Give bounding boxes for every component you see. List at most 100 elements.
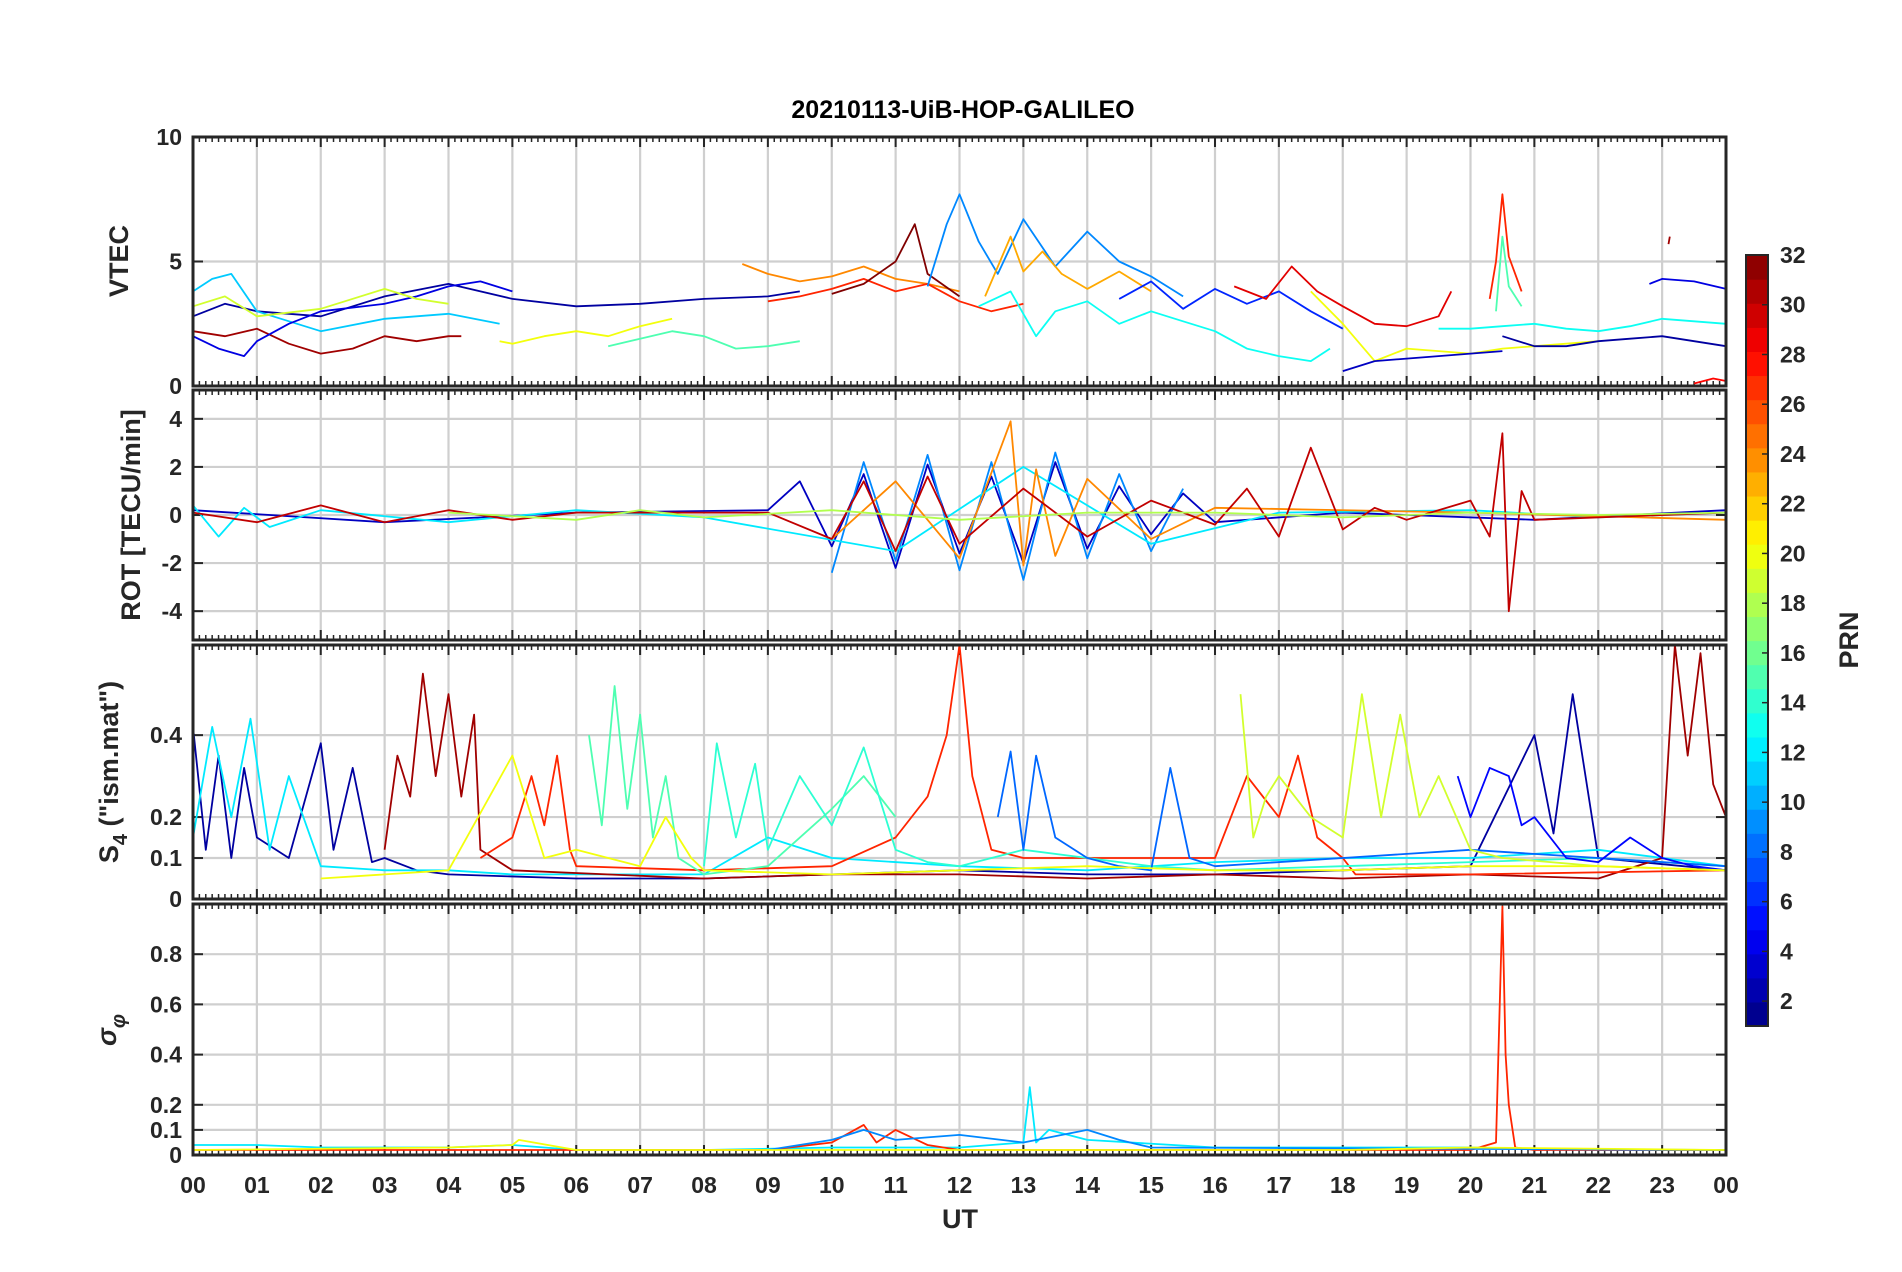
rot-series-prn-18 [448,509,1727,521]
x-tick-label: 07 [627,1172,653,1198]
s4-series-prn-5 [1456,767,1727,872]
rot-y-tick-label: -4 [162,598,183,624]
vtec-series-prn-13 [978,290,1331,363]
x-tick-label: 22 [1585,1172,1611,1198]
s4-series-prn-15 [588,685,897,876]
x-tick-label: 05 [500,1172,526,1198]
vtec-series-prn-27 [767,277,1024,313]
colorbar-tick-label: 20 [1780,540,1806,566]
s4-y-tick-label: 0.4 [150,722,182,748]
sigma-y-ticks: 00.10.2 0.4 0.6 0.8 [150,941,182,1168]
x-tick-label: 00 [1713,1172,1739,1198]
x-tick-label: 13 [1011,1172,1037,1198]
sigma-series [192,905,1727,1151]
sigma-y-tick-label: 0.1 [150,1117,182,1143]
vtec-series-prn-4 [192,280,513,358]
chart-title: 20210113-UiB-HOP-GALILEO [791,96,1134,124]
s4-series-prn-14 [703,742,1727,872]
colorbar-swatch [1746,760,1768,786]
vtec-axes-frame [191,135,1728,388]
s4-y-label-main: S [94,845,124,863]
s4-y-tick-label: 0.2 [150,804,182,830]
vtec-series-prn-31 [1667,236,1671,245]
colorbar-tick-label: 14 [1780,690,1806,716]
s4-y-label-rest: ("ism.mat") [94,681,124,834]
colorbar-frame [1745,254,1769,1027]
vtec-series-prn-2 [192,282,800,318]
x-tick-label: 16 [1202,1172,1228,1198]
colorbar-swatch [1746,712,1768,738]
vtec-series-prn-6 [1118,280,1344,330]
x-tick-label: 21 [1522,1172,1548,1198]
colorbar-swatch [1746,1001,1768,1027]
rot-y-ticks: -4 -2 0 2 4 [162,406,183,624]
s4-y-ticks: 0 0.1 0.2 0.4 [150,722,182,912]
colorbar-swatch [1746,881,1768,907]
x-tick-label: 23 [1649,1172,1675,1198]
rot-grid [192,390,1727,640]
vtec-series-prn-28 [1693,377,1727,385]
colorbar-tick-label: 26 [1780,391,1806,417]
rot-series-prn-30 [192,432,1727,613]
vtec-y-tick-label: 5 [169,249,182,275]
colorbar-tick-label: 18 [1780,590,1806,616]
x-tick-label: 19 [1394,1172,1420,1198]
colorbar-tick-label: 16 [1780,640,1806,666]
vtec-series-prn-29 [1233,265,1453,328]
s4-axes-frame [191,643,1728,901]
x-tick-label: 09 [755,1172,781,1198]
colorbar-swatch [1746,929,1768,955]
s4-series-prn-19 [1239,693,1727,872]
x-tick-label: 20 [1458,1172,1484,1198]
x-tick-label: 04 [436,1172,462,1198]
vtec-series-prn-4 [1649,277,1727,290]
colorbar-swatch [1746,351,1768,377]
vtec-y-label: VTEC [104,225,134,297]
colorbar-tick-label: 32 [1780,242,1806,268]
x-tick-label: 01 [244,1172,270,1198]
rot-series-prn-9 [830,451,1184,581]
colorbar-swatch [1746,471,1768,497]
panel-vtec: 0 5 10 VTEC [104,124,1728,399]
vtec-series-prn-11 [192,272,500,333]
colorbar-swatch [1746,785,1768,810]
colorbar-swatch [1746,303,1768,328]
panel-s4: 0 0.1 0.2 0.4 S4 ("ism.mat") [94,643,1728,912]
x-tick-label: 03 [372,1172,398,1198]
rot-series [192,420,1727,613]
colorbar-tick-label: 30 [1780,292,1806,318]
colorbar-swatch [1746,616,1768,642]
colorbar-swatch [1746,640,1768,666]
s4-y-tick-label: 0 [169,886,182,912]
x-tick-label: 08 [691,1172,717,1198]
x-tick-labels: 00 01 02 03 04 05 06 07 08 09 10 11 12 13 14 15 16 17 18 19… [180,1172,1739,1198]
x-tick-label: 14 [1074,1172,1100,1198]
colorbar-swatch [1746,809,1768,834]
vtec-series-prn-19 [192,287,449,318]
rot-y-tick-label: 2 [169,454,182,480]
rot-series-prn-24 [831,420,1727,567]
x-tick-label: 11 [883,1172,908,1198]
sigma-y-label: σφ [92,1014,130,1046]
vtec-series-prn-24 [741,263,960,293]
colorbar-tick-label: 22 [1780,491,1806,517]
vtec-y-tick-label: 0 [169,373,182,399]
colorbar-swatch [1746,520,1768,545]
s4-y-label: S4 ("ism.mat") [94,681,132,863]
x-tick-label: 17 [1266,1172,1292,1198]
colorbar-swatches [1746,255,1768,1027]
rot-y-tick-label: 4 [169,406,182,432]
rot-axes-frame [191,388,1728,642]
panel-sigma: 00.10.2 0.4 0.6 0.8 σφ [92,902,1728,1168]
s4-series-prn-20 [320,754,1727,880]
vtec-series-prn-15 [1495,235,1523,312]
colorbar-swatch [1746,399,1768,425]
x-tick-label: 12 [947,1172,973,1198]
colorbar-tick-label: 2 [1780,988,1793,1014]
vtec-y-ticks: 0 5 10 [156,124,182,399]
vtec-series-prn-2 [1502,335,1727,348]
vtec-series-prn-9 [926,193,1184,298]
x-tick-label: 06 [563,1172,589,1198]
